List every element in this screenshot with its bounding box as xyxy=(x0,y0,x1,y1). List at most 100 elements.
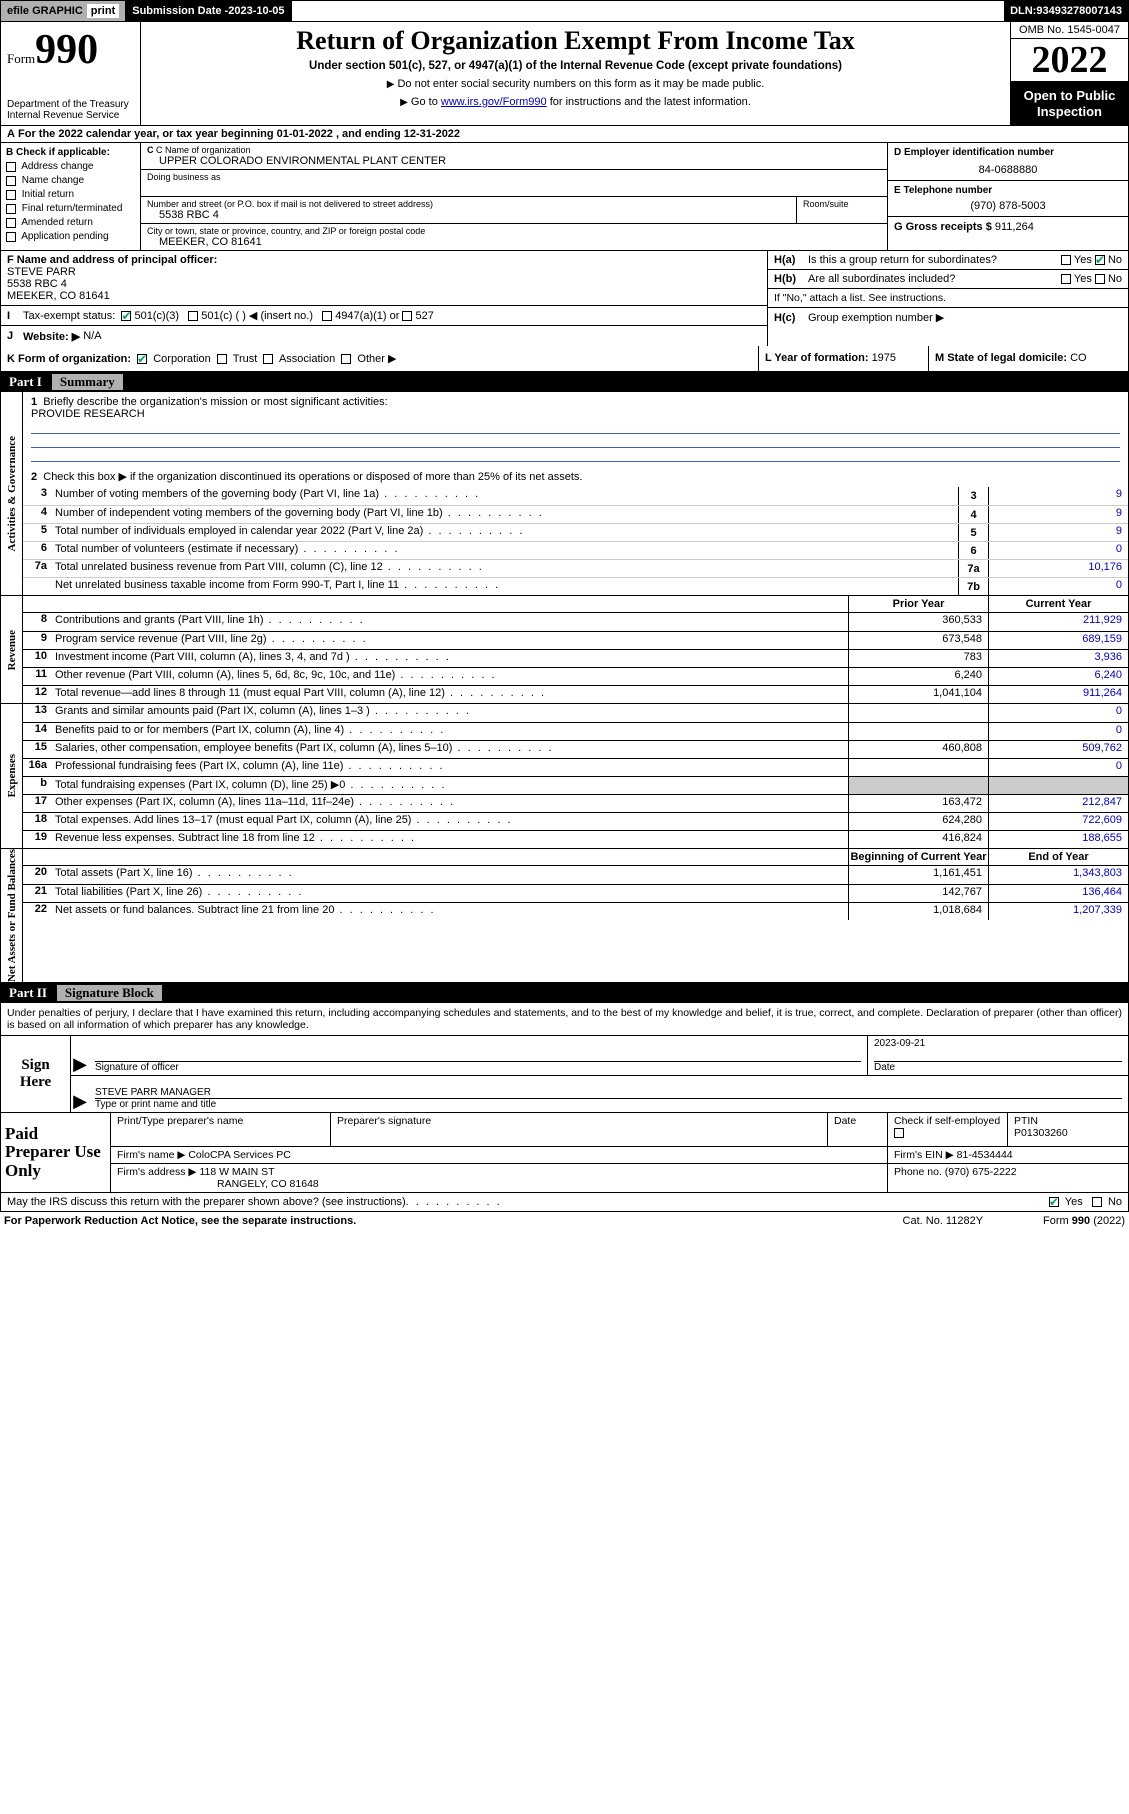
h-a-row: H(a) Is this a group return for subordin… xyxy=(768,251,1128,270)
ha-yes[interactable] xyxy=(1061,255,1071,265)
part1-netassets: Net Assets or Fund Balances Beginning of… xyxy=(0,849,1129,983)
header-right: OMB No. 1545-0047 2022 Open to Public In… xyxy=(1010,22,1128,125)
col-de: D Employer identification number 84-0688… xyxy=(888,143,1128,250)
ha-no[interactable] xyxy=(1095,255,1105,265)
self-employed-checkbox[interactable] xyxy=(894,1128,904,1138)
data-line: 21Total liabilities (Part X, line 26)142… xyxy=(23,884,1128,902)
row-j-website: J Website: ▶ N/A xyxy=(1,326,767,346)
data-line: 11Other revenue (Part VIII, column (A), … xyxy=(23,667,1128,685)
signature-intro: Under penalties of perjury, I declare th… xyxy=(0,1003,1129,1035)
k-form-of-org: K Form of organization: Corporation Trus… xyxy=(1,346,758,371)
colb-item: Application pending xyxy=(6,230,135,244)
may-yes-checkbox[interactable] xyxy=(1049,1197,1059,1207)
row-i-tax-status: I Tax-exempt status: 501(c)(3) 501(c) ( … xyxy=(1,306,767,326)
header-title-block: Return of Organization Exempt From Incom… xyxy=(141,22,1010,125)
side-netassets: Net Assets or Fund Balances xyxy=(1,849,23,982)
dba-cell: Doing business as xyxy=(141,170,887,197)
row-k: K Form of organization: Corporation Trus… xyxy=(0,346,1129,372)
phone-value: (970) 878-5003 xyxy=(894,200,1122,212)
checkbox-501c[interactable] xyxy=(188,311,198,321)
type-name-label: Type or print name and title xyxy=(95,1098,1122,1110)
open-to-public: Open to Public Inspection xyxy=(1011,82,1128,125)
data-line: 20Total assets (Part X, line 16)1,161,45… xyxy=(23,866,1128,884)
col-b-header: B Check if applicable: xyxy=(6,146,135,160)
header-left: Form990 Department of the Treasury Inter… xyxy=(1,22,141,125)
col-c-org-info: C C Name of organization UPPER COLORADO … xyxy=(141,143,888,250)
block-bcde: B Check if applicable: Address change Na… xyxy=(0,143,1129,251)
checkbox[interactable] xyxy=(6,232,16,242)
room-suite: Room/suite xyxy=(797,197,887,223)
address-cell: Number and street (or P.O. box if mail i… xyxy=(141,197,887,224)
firm-name: ColoCPA Services PC xyxy=(188,1149,291,1161)
gov-line: 6Total number of volunteers (estimate if… xyxy=(23,541,1128,559)
data-line: 10Investment income (Part VIII, column (… xyxy=(23,649,1128,667)
gov-line: Net unrelated business taxable income fr… xyxy=(23,577,1128,595)
firm-addr-cell: Firm's address ▶ 118 W MAIN ST RANGELY, … xyxy=(111,1164,888,1192)
website-value: N/A xyxy=(83,330,101,342)
org-name-cell: C C Name of organization UPPER COLORADO … xyxy=(141,143,887,170)
firm-ein-cell: Firm's EIN ▶ 81-4534444 xyxy=(888,1147,1128,1163)
line-1-mission: 1 Briefly describe the organization's mi… xyxy=(23,392,1128,466)
prep-name-lbl: Print/Type preparer's name xyxy=(111,1113,331,1146)
hb-no[interactable] xyxy=(1095,274,1105,284)
data-line: 22Net assets or fund balances. Subtract … xyxy=(23,902,1128,920)
colb-item: Address change xyxy=(6,160,135,174)
paid-preparer-label: Paid Preparer Use Only xyxy=(1,1113,111,1192)
data-line: 19Revenue less expenses. Subtract line 1… xyxy=(23,830,1128,848)
checkbox-4947[interactable] xyxy=(322,311,332,321)
officer-name-title: STEVE PARR MANAGER xyxy=(95,1087,1122,1098)
ein-value: 84-0688880 xyxy=(894,164,1122,176)
gov-line: 5Total number of individuals employed in… xyxy=(23,523,1128,541)
checkbox[interactable] xyxy=(6,162,16,172)
form-title: Return of Organization Exempt From Incom… xyxy=(151,26,1000,56)
checkbox-527[interactable] xyxy=(402,311,412,321)
city-cell: City or town, state or province, country… xyxy=(141,224,887,250)
part2-header: Part II Signature Block xyxy=(0,983,1129,1003)
checkbox[interactable] xyxy=(6,218,16,228)
checkbox[interactable] xyxy=(6,176,16,186)
phone-cell: E Telephone number (970) 878-5003 xyxy=(888,181,1128,217)
org-street: 5538 RBC 4 xyxy=(147,209,790,221)
gross-receipts: 911,264 xyxy=(995,221,1034,233)
data-line: bTotal fundraising expenses (Part IX, co… xyxy=(23,776,1128,794)
side-governance: Activities & Governance xyxy=(1,392,23,595)
row-a-tax-year: A For the 2022 calendar year, or tax yea… xyxy=(0,126,1129,143)
k-other[interactable] xyxy=(341,354,351,364)
part1-header: Part I Summary xyxy=(0,372,1129,392)
left-fijk: F Name and address of principal officer:… xyxy=(1,251,768,346)
org-name: UPPER COLORADO ENVIRONMENTAL PLANT CENTE… xyxy=(147,155,881,167)
prep-date-lbl: Date xyxy=(828,1113,888,1146)
part1-body: Activities & Governance 1 Briefly descri… xyxy=(0,392,1129,596)
row-f-officer: F Name and address of principal officer:… xyxy=(1,251,767,306)
mission-text: PROVIDE RESEARCH xyxy=(31,408,145,420)
k-trust[interactable] xyxy=(217,354,227,364)
prep-sig-lbl: Preparer's signature xyxy=(331,1113,828,1146)
hb-yes[interactable] xyxy=(1061,274,1071,284)
ptin-cell: PTIN P01303260 xyxy=(1008,1113,1128,1146)
sig-date: 2023-09-21 xyxy=(874,1038,1122,1049)
side-expenses: Expenses xyxy=(1,704,23,848)
efile-label: efile GRAPHIC xyxy=(7,5,83,17)
firm-name-cell: Firm's name ▶ ColoCPA Services PC xyxy=(111,1147,888,1163)
footer-left: For Paperwork Reduction Act Notice, see … xyxy=(4,1215,356,1227)
checkbox[interactable] xyxy=(6,204,16,214)
k-corp[interactable] xyxy=(137,354,147,364)
firm-ein: 81-4534444 xyxy=(957,1149,1013,1161)
may-discuss-row: May the IRS discuss this return with the… xyxy=(0,1193,1129,1212)
sign-here-label: Sign Here xyxy=(1,1036,71,1112)
may-no-checkbox[interactable] xyxy=(1092,1197,1102,1207)
col-b-checkboxes: B Check if applicable: Address change Na… xyxy=(1,143,141,250)
sign-here-block: Sign Here ▶ Signature of officer 2023-09… xyxy=(0,1035,1129,1113)
print-button[interactable]: print xyxy=(87,4,119,18)
checkbox-501c3[interactable] xyxy=(121,311,131,321)
form-note-1: ▶ Do not enter social security numbers o… xyxy=(151,78,1000,90)
sig-arrow-icon-2: ▶ xyxy=(71,1076,89,1112)
k-assoc[interactable] xyxy=(263,354,273,364)
checkbox[interactable] xyxy=(6,190,16,200)
officer-name: STEVE PARR xyxy=(7,266,761,278)
m-state-domicile: M State of legal domicile: CO xyxy=(928,346,1128,371)
instructions-link[interactable]: www.irs.gov/Form990 xyxy=(441,96,547,108)
data-line: 14Benefits paid to or for members (Part … xyxy=(23,722,1128,740)
block-fijk: F Name and address of principal officer:… xyxy=(0,251,1129,346)
firm-phone: (970) 675-2222 xyxy=(945,1166,1017,1178)
